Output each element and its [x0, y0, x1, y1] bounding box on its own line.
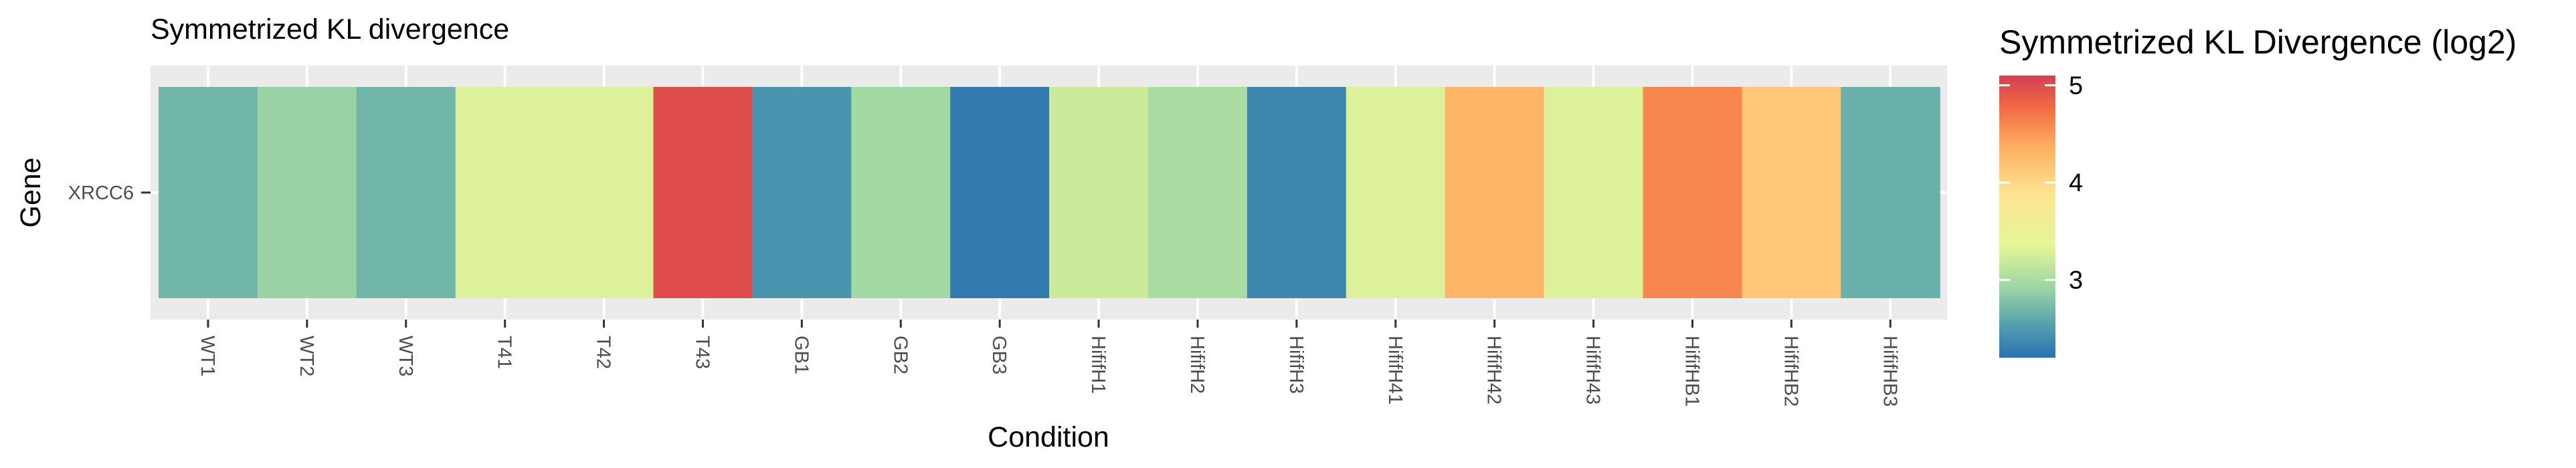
- heatmap-cell-wt2: [257, 87, 357, 298]
- x-tick-label: HififHB3: [1879, 336, 1900, 406]
- heatmap-cell-t42: [554, 87, 654, 298]
- x-tick-label: WT2: [296, 336, 317, 376]
- x-tick-label: HififH1: [1087, 336, 1109, 394]
- x-tick-label: GB1: [790, 336, 812, 374]
- heatmap-cell-gb3: [950, 87, 1050, 298]
- x-tick-label: GB3: [988, 336, 1010, 374]
- heatmap-cell-hififh3: [1247, 87, 1347, 298]
- heatmap-cell-gb1: [752, 87, 852, 298]
- x-tick-label: HififH3: [1285, 336, 1307, 394]
- y-tick-label: XRCC6: [68, 183, 134, 204]
- x-tick-label: HififHB1: [1681, 336, 1703, 406]
- legend-tick-label: 5: [2069, 72, 2083, 100]
- heatmap-cell-hififh41: [1346, 87, 1446, 298]
- heatmap-cell-hififh1: [1049, 87, 1149, 298]
- x-tick-label: T42: [593, 336, 614, 369]
- legend-tick-label: 4: [2069, 169, 2083, 197]
- x-tick-label: HififHB2: [1780, 336, 1801, 406]
- chart-title: Symmetrized KL divergence: [151, 13, 509, 45]
- heatmap-cell-hififh42: [1445, 87, 1545, 298]
- heatmap-cell-t41: [455, 87, 555, 298]
- x-tick-label: T41: [494, 336, 515, 369]
- heatmap-cell-hififhb1: [1643, 87, 1742, 298]
- legend-tick-label: 3: [2069, 267, 2083, 295]
- heatmap-cell-hififhb3: [1841, 87, 1940, 298]
- heatmap-cell-wt1: [159, 87, 258, 298]
- heatmap-cell-hififh43: [1544, 87, 1644, 298]
- heatmap-cell-wt3: [356, 87, 456, 298]
- heatmap-cell-t43: [653, 87, 753, 298]
- x-tick-label: HififH2: [1186, 336, 1208, 394]
- x-tick-label: WT1: [197, 336, 218, 376]
- x-tick-label: HififH41: [1384, 336, 1406, 404]
- heatmap-cell-hififh2: [1148, 87, 1248, 298]
- x-tick-label: GB2: [889, 336, 911, 374]
- x-tick-label: T43: [692, 336, 713, 369]
- heatmap-cell-gb2: [851, 87, 951, 298]
- x-tick-label: WT3: [395, 336, 416, 376]
- x-tick-label: HififH42: [1483, 336, 1505, 404]
- legend-title: Symmetrized KL Divergence (log2): [1999, 23, 2516, 61]
- legend-colorbar: [1999, 76, 2055, 358]
- x-tick-label: HififH43: [1582, 336, 1604, 404]
- heatmap-cell-hififhb2: [1742, 87, 1841, 298]
- y-axis-label: Gene: [15, 157, 47, 227]
- x-axis-label: Condition: [988, 421, 1109, 453]
